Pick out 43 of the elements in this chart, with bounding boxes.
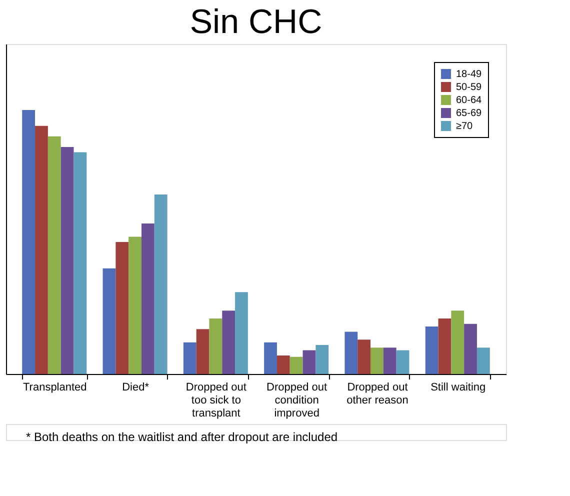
bar (128, 236, 142, 374)
legend-label: 50-59 (456, 82, 482, 93)
bar (48, 136, 61, 374)
x-tick-label: Still waiting (430, 382, 486, 394)
legend-label: 65-69 (456, 108, 482, 119)
bar (154, 194, 168, 374)
bar (464, 324, 477, 374)
bar (116, 242, 129, 374)
bar (235, 292, 248, 374)
bar (209, 318, 222, 374)
bar (196, 329, 210, 374)
bar (222, 310, 236, 374)
bar (35, 126, 48, 374)
bar (22, 110, 36, 374)
bar (183, 342, 196, 374)
bar (451, 310, 464, 374)
bar (102, 268, 116, 374)
legend-label: 60-64 (456, 95, 482, 106)
x-tick-label: Transplanted (22, 382, 87, 394)
bar (396, 350, 410, 374)
bar (264, 342, 277, 374)
x-tick-label: Dropped out too sick to transplant (186, 382, 246, 420)
bar (425, 326, 438, 374)
bar (476, 348, 490, 374)
bar (60, 146, 74, 374)
bar (383, 348, 396, 374)
bar (302, 350, 316, 374)
bar (370, 348, 384, 374)
x-tick-label: Dropped out condition improved (266, 382, 328, 420)
bar (358, 340, 371, 374)
chart-title: Sin CHC (190, 3, 322, 41)
legend-label: ≥70 (456, 121, 474, 132)
legend-label: 18-49 (456, 69, 482, 80)
bar (141, 224, 154, 374)
x-tick-label: Dropped out other reason (346, 382, 408, 406)
bar (290, 356, 303, 374)
bar (74, 152, 87, 374)
x-tick-label: Died* (122, 382, 150, 394)
bar (316, 344, 329, 374)
bar (276, 356, 290, 374)
text: * Both deaths on the waitlist and after dropout are included (26, 430, 338, 444)
bar (344, 332, 358, 374)
bar (438, 318, 452, 374)
